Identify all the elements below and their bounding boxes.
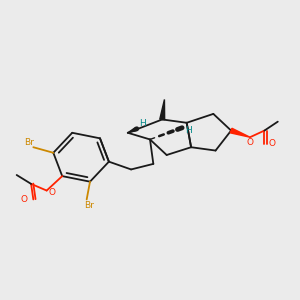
- Text: H: H: [139, 119, 146, 128]
- Text: H: H: [185, 126, 192, 135]
- Polygon shape: [160, 99, 165, 120]
- Text: Br: Br: [24, 138, 34, 147]
- Polygon shape: [230, 128, 250, 137]
- Text: Br: Br: [84, 200, 94, 209]
- Text: O: O: [21, 195, 28, 204]
- Text: O: O: [247, 138, 254, 147]
- Text: O: O: [49, 188, 56, 197]
- Text: O: O: [269, 140, 276, 148]
